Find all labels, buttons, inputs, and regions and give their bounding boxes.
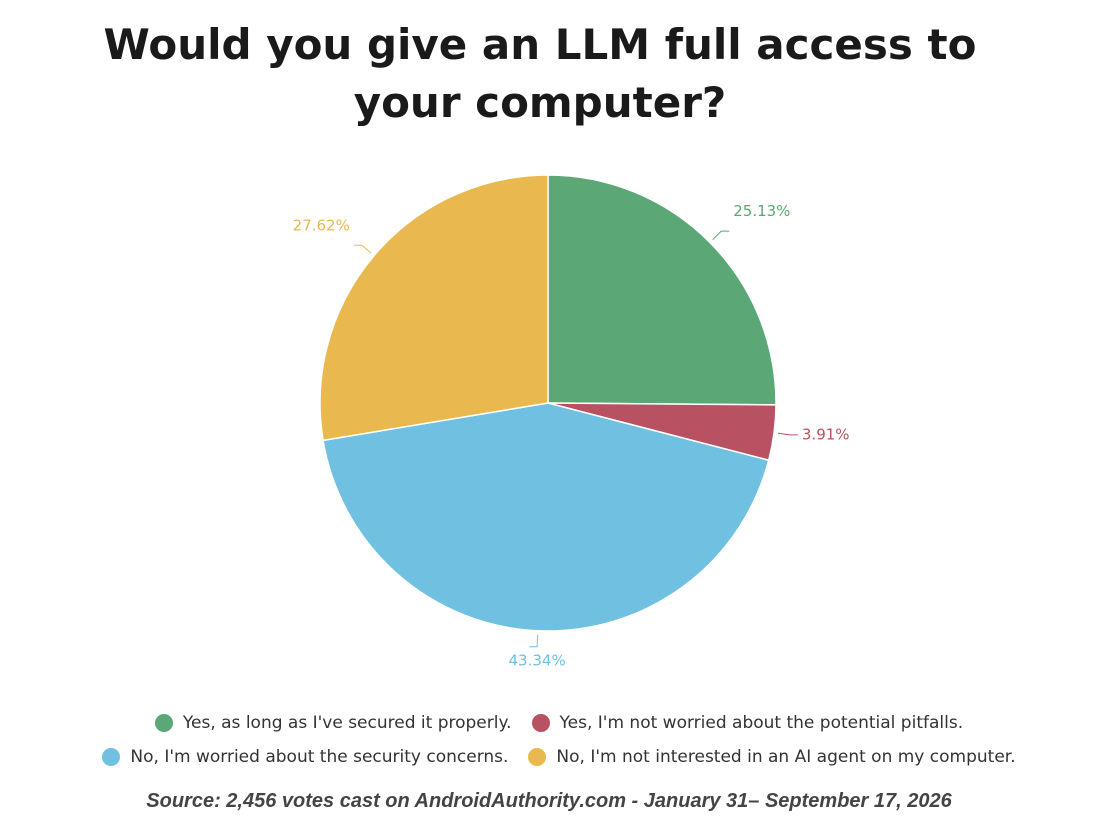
- data-label: 25.13%: [733, 202, 790, 220]
- data-label: 43.34%: [509, 651, 566, 669]
- legend-label: No, I'm not interested in an AI agent on…: [556, 747, 1016, 767]
- legend-swatch: [531, 714, 550, 732]
- leader-line: [353, 244, 372, 254]
- legend-label: Yes, as long as I've secured it properly…: [182, 713, 512, 733]
- legend-swatch: [154, 714, 173, 732]
- legend-item: Yes, I'm not worried about the potential…: [531, 712, 964, 734]
- pie-slice: [322, 402, 770, 632]
- legend-label: No, I'm worried about the security conce…: [130, 747, 509, 767]
- chart: 25.13% 3.91% 43.34% 27.62%: [293, 174, 850, 669]
- data-label: 3.91%: [802, 425, 850, 443]
- leader-line: [529, 634, 539, 648]
- source-note: Source: 2,456 votes cast on AndroidAutho…: [146, 790, 952, 812]
- legend-swatch: [102, 748, 121, 766]
- legend-item: No, I'm worried about the security conce…: [102, 746, 508, 768]
- legend-item: No, I'm not interested in an AI agent on…: [528, 746, 1016, 768]
- leader-line: [712, 230, 730, 240]
- legend-item: Yes, as long as I've secured it properly…: [154, 712, 512, 734]
- pie-slice: [319, 174, 549, 442]
- pie-slice: [547, 174, 777, 406]
- chart-title: Would you give an LLM full access to you…: [103, 20, 977, 127]
- legend: Yes, as long as I've secured it properly…: [79, 712, 1039, 768]
- data-label: 27.62%: [293, 217, 350, 235]
- legend-label: Yes, I'm not worried about the potential…: [559, 713, 964, 733]
- legend-swatch: [528, 748, 547, 766]
- leader-line: [777, 432, 798, 436]
